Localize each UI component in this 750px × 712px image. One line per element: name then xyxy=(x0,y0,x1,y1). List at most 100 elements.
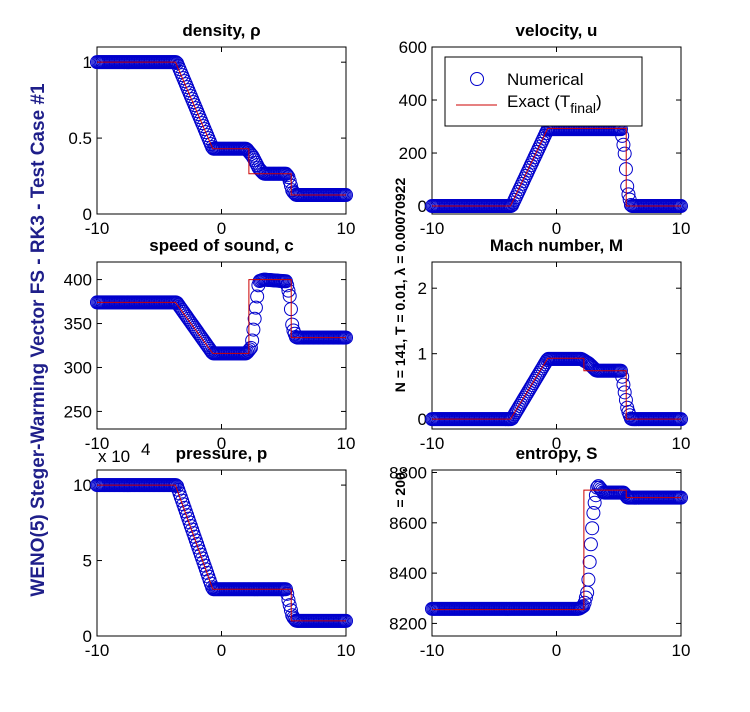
numerical-point xyxy=(617,146,632,161)
plot-area xyxy=(431,261,682,430)
numerical-point xyxy=(577,595,592,610)
x-tick-label: 0 xyxy=(552,219,561,238)
plot-area xyxy=(96,46,347,215)
numerical-point xyxy=(280,278,295,293)
plot-area xyxy=(96,469,347,637)
y-tick-label: 8800 xyxy=(389,464,427,483)
figure-suptitle: WENO(5) Steger-Warming Vector FS - RK3 -… xyxy=(28,83,49,597)
numerical-point xyxy=(582,554,597,569)
legend-exact-subscript: final xyxy=(570,100,596,116)
panel-speed-of-sound: speed of sound, c -10 0 10 250 300 350 400 xyxy=(64,236,356,453)
legend-exact-close: ) xyxy=(596,92,602,111)
y-tick-label: 300 xyxy=(64,358,92,377)
figure-subtitle-overprint: = 200, xyxy=(392,468,408,507)
panel-title: density, ρ xyxy=(182,21,260,40)
numerical-point xyxy=(280,586,295,601)
y-tick-label: 1 xyxy=(83,53,92,72)
numerical-point xyxy=(616,137,631,152)
legend-numerical-label: Numerical xyxy=(507,70,584,89)
x-tick-label: -10 xyxy=(85,641,110,660)
y-tick-label: 10 xyxy=(73,476,92,495)
y-tick-label: 600 xyxy=(399,38,427,57)
panel-title: velocity, u xyxy=(516,21,598,40)
plot-area xyxy=(96,261,347,430)
exact-line xyxy=(432,127,681,207)
x-tick-label: 0 xyxy=(217,434,226,453)
numerical-point xyxy=(245,333,260,348)
legend-box xyxy=(444,56,643,127)
x-tick-label: 10 xyxy=(337,641,356,660)
y-tick-label: 0 xyxy=(83,205,92,224)
y-tick-label: 0 xyxy=(418,197,427,216)
y-tick-label: 400 xyxy=(399,91,427,110)
numerical-point xyxy=(281,283,296,298)
x-tick-label: 0 xyxy=(217,641,226,660)
numerical-point xyxy=(281,592,296,607)
numerical-point xyxy=(280,168,295,183)
x-tick-label: 0 xyxy=(552,641,561,660)
numerical-point xyxy=(583,537,598,552)
panel-entropy: entropy, S -10 0 10 8200 8400 8600 8800 xyxy=(389,444,690,660)
numerical-point xyxy=(615,128,630,143)
numerical-point xyxy=(575,599,590,614)
numerical-point xyxy=(620,179,635,194)
x-tick-label: 0 xyxy=(552,434,561,453)
y-tick-label: 0 xyxy=(83,627,92,646)
x-tick-label: 10 xyxy=(672,219,691,238)
legend-exact-label: Exact (Tfinal) xyxy=(507,92,602,116)
numerical-point xyxy=(585,521,600,536)
numerical-point xyxy=(617,385,632,400)
x-tick-label: 10 xyxy=(672,434,691,453)
numerical-point xyxy=(616,377,631,392)
numerical-point xyxy=(250,289,265,304)
x-tick-label: 10 xyxy=(337,434,356,453)
panel-title: Mach number, M xyxy=(490,236,623,255)
numerical-point xyxy=(240,345,255,360)
exact-line xyxy=(432,489,681,611)
y-tick-label: 400 xyxy=(64,271,92,290)
exact-line xyxy=(432,357,681,420)
y-tick-label: 5 xyxy=(83,552,92,571)
y-tick-label: 0 xyxy=(418,410,427,429)
legend-numerical-marker xyxy=(470,72,484,86)
x-tick-label: -10 xyxy=(420,219,445,238)
y-tick-label: 8600 xyxy=(389,514,427,533)
numerical-point xyxy=(248,300,263,315)
x-tick-label: -10 xyxy=(85,219,110,238)
numerical-point xyxy=(242,342,257,357)
x-tick-label: -10 xyxy=(420,434,445,453)
y-tick-label: 2 xyxy=(418,279,427,298)
x-tick-label: 0 xyxy=(217,219,226,238)
figure-subtitle: N = 141, T = 0.01, λ = 0.00070922 xyxy=(392,178,408,393)
panel-title: speed of sound, c xyxy=(149,236,294,255)
x-tick-label: -10 xyxy=(85,434,110,453)
numerical-point xyxy=(581,572,596,587)
numerical-point xyxy=(242,145,257,160)
panel-mach-number: Mach number, M -10 0 10 0 1 2 xyxy=(418,236,691,453)
x-tick-label: 10 xyxy=(672,641,691,660)
panel-title: pressure, p xyxy=(176,444,268,463)
numerical-point xyxy=(247,311,262,326)
numerical-point xyxy=(587,495,602,510)
numerical-point xyxy=(246,322,261,337)
legend: Numerical Exact (Tfinal) xyxy=(444,56,643,127)
x-tick-label: -10 xyxy=(420,641,445,660)
y-tick-label: 350 xyxy=(64,315,92,334)
panel-title: entropy, S xyxy=(516,444,598,463)
exact-line xyxy=(97,279,346,354)
y-scale-label: x 10 xyxy=(98,447,130,466)
legend-exact-text: Exact (T xyxy=(507,92,570,111)
y-tick-label: 0.5 xyxy=(68,129,92,148)
exact-line xyxy=(97,484,346,622)
x-tick-label: 10 xyxy=(337,219,356,238)
y-tick-label: 1 xyxy=(418,345,427,364)
y-tick-label: 8400 xyxy=(389,564,427,583)
numerical-point xyxy=(578,590,593,605)
y-tick-label: 8200 xyxy=(389,614,427,633)
numerical-point xyxy=(572,601,587,616)
